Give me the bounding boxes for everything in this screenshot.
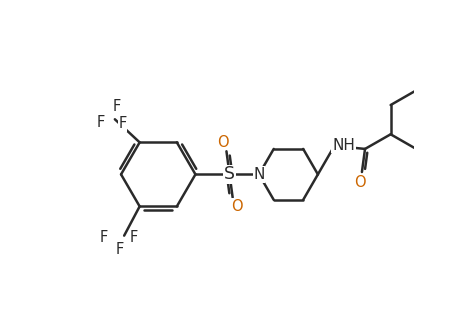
- Text: O: O: [216, 135, 228, 150]
- Text: O: O: [354, 175, 365, 190]
- Text: NH: NH: [331, 137, 354, 153]
- Text: F: F: [129, 230, 137, 245]
- Text: F: F: [118, 116, 126, 131]
- Text: F: F: [96, 115, 105, 130]
- Text: F: F: [100, 230, 108, 245]
- Text: O: O: [230, 199, 242, 214]
- Text: S: S: [224, 165, 235, 183]
- Text: F: F: [115, 242, 123, 257]
- Text: F: F: [112, 100, 120, 114]
- Text: N: N: [253, 167, 264, 182]
